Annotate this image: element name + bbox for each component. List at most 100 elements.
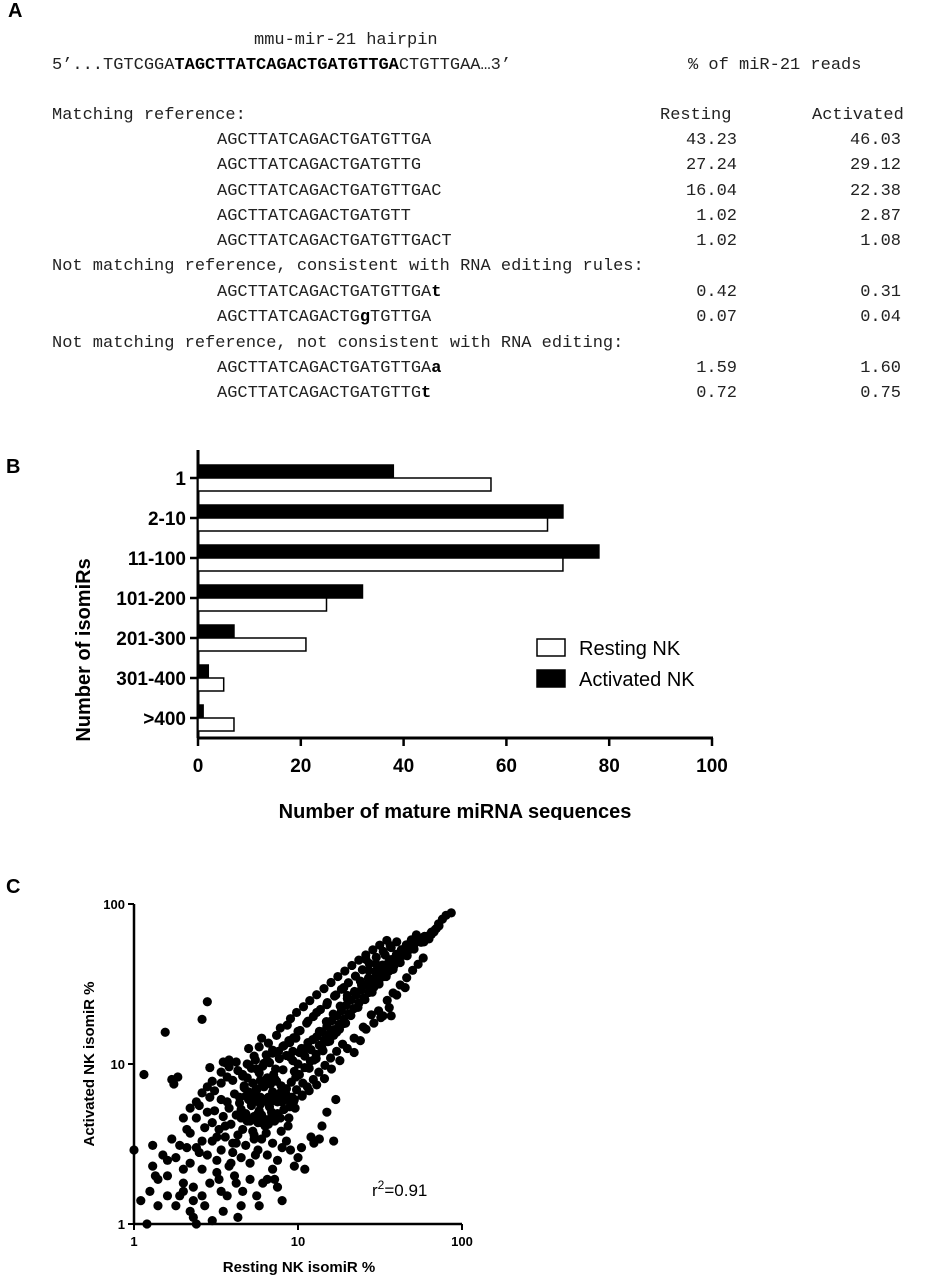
scatter-point xyxy=(188,1182,198,1192)
hairpin-prefix: 5’...TGTCGGA xyxy=(52,56,175,75)
scatter-chart: Activated NK isomiR % Resting NK isomiR … xyxy=(81,897,473,1276)
scatter-point xyxy=(333,971,343,982)
scatter-point xyxy=(369,1018,379,1028)
isomir-sequence: AGCTTATCAGACTGATGTT xyxy=(217,206,411,226)
scatter-point xyxy=(339,983,349,993)
scatter-point xyxy=(182,1143,192,1153)
scatter-point xyxy=(162,1191,173,1201)
value-activated: 29.12 xyxy=(849,156,901,176)
scatter-point xyxy=(400,983,410,993)
scatter-point xyxy=(153,1201,163,1211)
scatter-point xyxy=(326,1064,337,1074)
scatter-point xyxy=(392,937,402,947)
scatter-point xyxy=(224,1103,234,1113)
scatter-point xyxy=(173,1072,183,1082)
scatter-point xyxy=(238,1069,248,1080)
scatter-point xyxy=(229,1171,240,1181)
edited-base: t xyxy=(421,384,432,404)
edited-base: g xyxy=(359,308,371,328)
scatter-points xyxy=(129,908,456,1229)
scatter-point xyxy=(298,1002,309,1012)
scatter-point xyxy=(361,954,371,965)
scatter-point xyxy=(238,1124,248,1135)
scatter-point xyxy=(305,996,315,1006)
scatter-point xyxy=(355,1036,365,1046)
x-tick-label: 1 xyxy=(130,1234,137,1249)
scatter-point xyxy=(306,1045,316,1055)
scatter-point xyxy=(236,1153,246,1163)
scatter-point xyxy=(228,1075,238,1085)
section-matching: Matching reference: xyxy=(52,106,246,125)
scatter-point xyxy=(371,952,381,962)
scatter-point xyxy=(329,1136,339,1146)
scatter-point xyxy=(293,1059,303,1069)
scatter-point xyxy=(303,1016,313,1026)
scatter-point xyxy=(275,1113,285,1123)
scatter-point xyxy=(197,1164,207,1174)
scatter-point xyxy=(245,1174,255,1184)
panel-label-b: B xyxy=(6,456,21,478)
isomir-sequence: AGCTTATCAGACTGATGTTGAa xyxy=(217,359,441,379)
scatter-point xyxy=(291,1033,301,1043)
value-resting: 1.02 xyxy=(696,232,737,252)
bar-chart-xlabel: Number of mature miRNA sequences xyxy=(279,801,632,820)
scatter-point xyxy=(300,1062,310,1073)
scatter-point xyxy=(257,1033,267,1043)
scatter-point xyxy=(309,1138,319,1148)
scatter-point xyxy=(224,1161,234,1171)
bar-activated xyxy=(197,664,210,679)
bar-activated xyxy=(197,624,235,639)
scatter-point xyxy=(285,1014,296,1024)
scatter-point xyxy=(296,1143,307,1153)
isomir-sequence: AGCTTATCAGACTGATGTTGA xyxy=(217,131,432,150)
scatter-point xyxy=(142,1219,152,1229)
x-tick-label: 40 xyxy=(393,756,414,777)
scatter-point xyxy=(191,1097,201,1107)
scatter-point xyxy=(271,1076,282,1086)
scatter-point xyxy=(185,1158,195,1168)
scatter-point xyxy=(319,1074,330,1084)
scatter-point xyxy=(289,1066,299,1076)
x-tick-label: 10 xyxy=(291,1234,305,1249)
scatter-point xyxy=(200,1123,210,1133)
scatter-point xyxy=(253,1145,263,1155)
scatter-point xyxy=(175,1140,185,1150)
bar-chart: Number of isomiRs Number of mature miRNA… xyxy=(73,450,728,820)
bar-activated xyxy=(197,464,395,479)
bar-chart-legend: Resting NK Activated NK xyxy=(536,638,695,691)
scatter-xlabel: Resting NK isomiR % xyxy=(223,1259,376,1276)
isomir-sequence: AGCTTATCAGACTGATGTTGt xyxy=(217,384,431,404)
hairpin-sequence: 5’...TGTCGGATAGCTTATCAGACTGATGTTGACTGTTG… xyxy=(52,56,511,76)
scatter-point xyxy=(216,1145,226,1155)
isomir-sequence: AGCTTATCAGACTGATGTTG xyxy=(217,156,422,176)
scatter-point xyxy=(267,1138,278,1148)
scatter-point xyxy=(231,1057,241,1067)
scatter-point xyxy=(261,1050,271,1060)
scatter-point xyxy=(216,1094,226,1105)
y-tick-label: 301-400 xyxy=(116,669,186,690)
scatter-point xyxy=(197,1136,207,1146)
scatter-point xyxy=(153,1174,163,1184)
scatter-point xyxy=(384,1003,394,1013)
x-tick-label: 20 xyxy=(290,756,311,777)
scatter-point xyxy=(231,1178,241,1188)
value-resting: 1.02 xyxy=(696,206,737,226)
scatter-point xyxy=(355,976,365,986)
value-resting: 0.42 xyxy=(696,283,737,302)
scatter-point xyxy=(197,1014,207,1024)
scatter-point xyxy=(368,945,378,955)
scatter-point xyxy=(314,1067,324,1077)
scatter-point xyxy=(148,1161,158,1171)
x-tick-label: 80 xyxy=(599,756,620,777)
scatter-point xyxy=(220,1121,230,1131)
isomir-sequence: AGCTTATCAGACTGATGTTGAC xyxy=(217,181,442,201)
scatter-point xyxy=(263,1038,274,1048)
scatter-point xyxy=(271,1030,282,1040)
scatter-point xyxy=(249,1130,259,1140)
scatter-point xyxy=(233,1212,243,1222)
scatter-point xyxy=(270,1174,280,1184)
scatter-point xyxy=(309,1055,319,1065)
section-nonediting: Not matching reference, not consistent w… xyxy=(52,334,624,353)
scatter-point xyxy=(178,1164,188,1174)
bar-resting xyxy=(197,477,492,492)
